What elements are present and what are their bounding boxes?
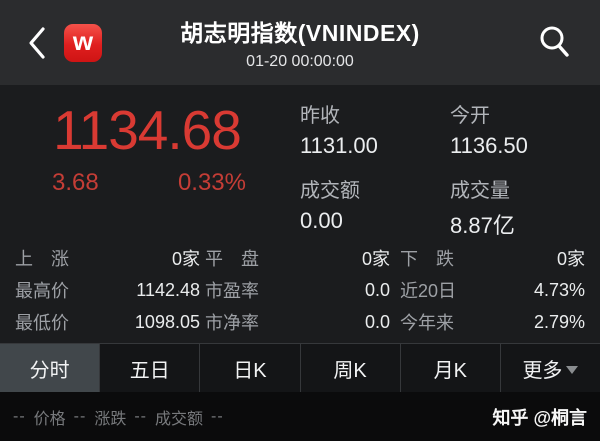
- tab-label: 更多: [522, 359, 563, 382]
- top-navigation-bar: w 胡志明指数(VNINDEX) 01-20 00:00:00: [0, 0, 600, 85]
- field-value: 8.87亿: [450, 213, 515, 238]
- stat-low-price: 最低价 1098.05: [15, 309, 200, 335]
- price-change-percent: 0.33%: [177, 169, 246, 196]
- quote-field-turnover: 成交额 0.00: [300, 174, 450, 240]
- price-change: 3.68: [52, 169, 99, 196]
- search-icon: [537, 24, 571, 60]
- stat-pb-ratio: 市净率 0.0: [205, 309, 390, 335]
- field-label: 成交额: [300, 180, 360, 202]
- quote-field-volume: 成交量 8.87亿: [450, 174, 600, 240]
- stat-value: 0家: [171, 249, 200, 269]
- caret-down-icon: [566, 365, 579, 374]
- stat-value: 1098.05: [134, 311, 200, 332]
- tab-label: 周K: [333, 359, 367, 382]
- stat-value: 0家: [361, 249, 390, 269]
- stat-label: 最低价: [15, 313, 69, 333]
- field-label: 昨收: [300, 105, 340, 127]
- stat-value: 4.73%: [533, 279, 585, 300]
- stat-label: 最高价: [15, 281, 69, 301]
- stat-high-price: 最高价 1142.48: [15, 277, 200, 303]
- legend-label-change: 涨跌: [94, 410, 127, 428]
- stat-label: 下跌: [400, 249, 454, 269]
- stat-label: 市盈率: [205, 281, 259, 301]
- stat-ytd-change: 今年来 2.79%: [400, 309, 585, 335]
- legend-dash: --: [13, 407, 26, 425]
- last-price: 1134.68: [53, 99, 242, 161]
- chart-legend-bar: -- 价格 -- 涨跌 -- 成交额 -- 知乎 @桐言: [0, 392, 600, 441]
- quote-field-open: 今开 1136.50: [450, 99, 600, 159]
- field-value: 0.00: [300, 208, 343, 233]
- stat-label: 近20日: [400, 281, 457, 301]
- tab-weekly-k[interactable]: 周K: [301, 344, 401, 392]
- change-row: 3.68 0.33%: [0, 169, 294, 197]
- field-label: 今开: [450, 105, 490, 127]
- stats-row-advancers: 上涨 0家 平盘 0家 下跌 0家: [15, 242, 585, 274]
- tab-monthly-k[interactable]: 月K: [401, 344, 501, 392]
- tab-more[interactable]: 更多: [501, 344, 600, 392]
- stats-section: 上涨 0家 平盘 0家 下跌 0家 最高价 1142.48 市盈率 0.0 近2: [0, 230, 600, 343]
- stat-label: 上涨: [15, 249, 69, 269]
- stat-value: 0.0: [364, 279, 390, 300]
- quote-timestamp: 01-20 00:00:00: [246, 53, 354, 70]
- stat-label: 市净率: [205, 313, 259, 333]
- chart-legend: -- 价格 -- 涨跌 -- 成交额 --: [13, 405, 224, 429]
- stat-value: 1142.48: [136, 279, 200, 300]
- watermark: 知乎 @桐言: [492, 407, 587, 428]
- stat-value: 0.0: [364, 311, 390, 332]
- legend-dash: --: [134, 407, 147, 425]
- stat-value: 2.79%: [533, 311, 585, 332]
- legend-label-turnover: 成交额: [155, 410, 204, 428]
- tab-label: 月K: [433, 359, 467, 382]
- stats-row-high: 最高价 1142.48 市盈率 0.0 近20日 4.73%: [15, 274, 585, 306]
- tab-minute[interactable]: 分时: [0, 344, 101, 392]
- tab-daily-k[interactable]: 日K: [200, 344, 301, 392]
- page-title: 胡志明指数(VNINDEX): [180, 20, 420, 46]
- price-block: 1134.68 3.68 0.33%: [0, 85, 294, 230]
- tab-5day[interactable]: 五日: [100, 344, 201, 392]
- stat-label: 平盘: [205, 249, 259, 269]
- stat-pe-ratio: 市盈率 0.0: [205, 277, 390, 303]
- header-title-block: 胡志明指数(VNINDEX) 01-20 00:00:00: [130, 14, 470, 71]
- chart-period-tabbar: 分时 五日 日K 周K 月K 更多: [0, 343, 600, 392]
- search-button[interactable]: [534, 22, 574, 62]
- field-value: 1131.00: [300, 133, 378, 158]
- wind-app-logo-icon: w: [64, 23, 102, 62]
- quote-grid: 昨收 1131.00 今开 1136.50 成交额 0.00 成交量 8.87亿: [300, 85, 600, 238]
- tab-label: 五日: [129, 359, 170, 382]
- legend-dash-tail: --: [211, 407, 224, 425]
- legend-dash: --: [73, 407, 87, 425]
- quote-field-prev-close: 昨收 1131.00: [300, 99, 450, 159]
- legend-label-price: 价格: [33, 410, 66, 428]
- stat-declining: 下跌 0家: [400, 245, 585, 271]
- stat-label: 今年来: [400, 313, 454, 333]
- field-label: 成交量: [450, 180, 510, 202]
- stat-unchanged: 平盘 0家: [205, 245, 390, 271]
- logo-letter: w: [72, 25, 94, 56]
- stat-advancing: 上涨 0家: [15, 245, 200, 271]
- back-button[interactable]: [20, 21, 54, 65]
- tab-label: 日K: [233, 359, 267, 382]
- field-value: 1136.50: [450, 133, 528, 158]
- tab-label: 分时: [29, 359, 70, 382]
- stat-value: 0家: [556, 249, 585, 269]
- stats-row-low: 最低价 1098.05 市净率 0.0 今年来 2.79%: [15, 306, 585, 338]
- stat-20day-change: 近20日 4.73%: [400, 277, 585, 303]
- chevron-left-icon: [27, 26, 47, 60]
- quote-panel: 1134.68 3.68 0.33% 昨收 1131.00 今开 1136.50…: [0, 85, 600, 238]
